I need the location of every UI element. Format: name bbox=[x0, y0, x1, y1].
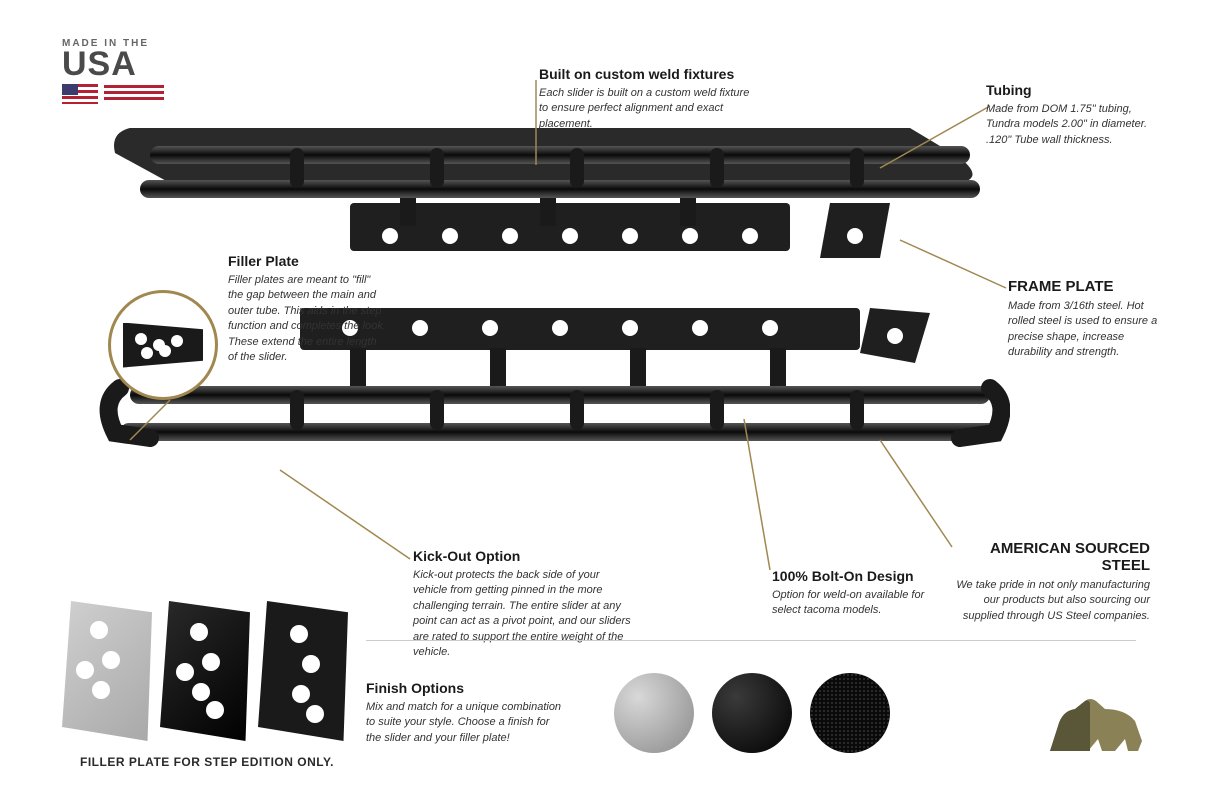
callout-steel: AMERICAN SOURCED STEEL We take pride in … bbox=[955, 540, 1150, 624]
usa-flag-row bbox=[62, 84, 164, 104]
frameplate-desc: Made from 3/16th steel. Hot rolled steel… bbox=[1008, 299, 1158, 361]
weld-desc: Each slider is built on a custom weld fi… bbox=[539, 86, 759, 132]
callout-finish: Finish Options Mix and match for a uniqu… bbox=[366, 680, 566, 746]
section-divider bbox=[366, 640, 1136, 641]
filler-desc: Filler plates are meant to "fill" the ga… bbox=[228, 273, 388, 365]
callout-tubing: Tubing Made from DOM 1.75" tubing, Tundr… bbox=[986, 82, 1156, 148]
kickout-desc: Kick-out protects the back side of your … bbox=[413, 568, 633, 660]
kickout-title: Kick-Out Option bbox=[413, 548, 633, 564]
plate-sample-raw bbox=[62, 601, 152, 741]
tubing-desc: Made from DOM 1.75" tubing, Tundra model… bbox=[986, 102, 1156, 148]
bolton-desc: Option for weld-on available for select … bbox=[772, 588, 942, 619]
swatch-textured-black bbox=[810, 673, 890, 753]
plate-sample-texture bbox=[258, 601, 348, 741]
plate-sample-smooth bbox=[160, 601, 250, 741]
usa-flag-icon bbox=[62, 84, 98, 104]
finish-title: Finish Options bbox=[366, 680, 566, 696]
made-in-usa-badge: MADE IN THE USA bbox=[62, 38, 164, 104]
steel-title: AMERICAN SOURCED STEEL bbox=[955, 540, 1150, 574]
finish-swatches bbox=[614, 673, 890, 753]
usa-text: USA bbox=[62, 49, 164, 80]
bolton-title: 100% Bolt-On Design bbox=[772, 568, 942, 584]
filler-detail-circle bbox=[108, 290, 218, 400]
bear-logo-icon bbox=[1040, 691, 1150, 761]
swatch-satin-black bbox=[712, 673, 792, 753]
filler-detail-plate bbox=[123, 323, 203, 368]
callout-kickout: Kick-Out Option Kick-out protects the ba… bbox=[413, 548, 633, 660]
callout-bolton: 100% Bolt-On Design Option for weld-on a… bbox=[772, 568, 942, 619]
filler-caption: FILLER PLATE FOR STEP EDITION ONLY. bbox=[80, 755, 334, 769]
usa-stripes-icon bbox=[104, 85, 164, 103]
filler-title: Filler Plate bbox=[228, 253, 388, 269]
callout-frameplate: FRAME PLATE Made from 3/16th steel. Hot … bbox=[1008, 278, 1158, 361]
finish-desc: Mix and match for a unique combination t… bbox=[366, 700, 566, 746]
callout-weld: Built on custom weld fixtures Each slide… bbox=[539, 66, 759, 132]
swatch-raw-steel bbox=[614, 673, 694, 753]
steel-desc: We take pride in not only manufacturing … bbox=[955, 578, 1150, 624]
callout-filler: Filler Plate Filler plates are meant to … bbox=[228, 253, 388, 365]
tubing-title: Tubing bbox=[986, 82, 1156, 98]
weld-title: Built on custom weld fixtures bbox=[539, 66, 759, 82]
frameplate-title: FRAME PLATE bbox=[1008, 278, 1158, 295]
filler-plate-samples bbox=[62, 601, 348, 741]
